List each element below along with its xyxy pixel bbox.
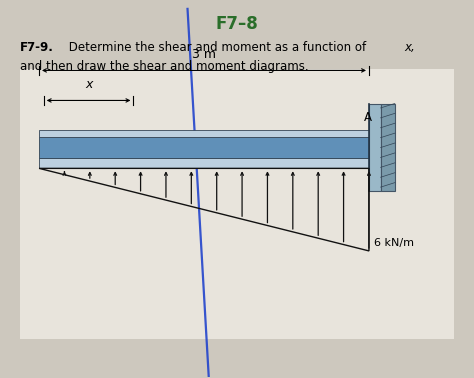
Text: Determine the shear and moment as a function of: Determine the shear and moment as a func… [65, 41, 370, 54]
Text: F7–8: F7–8 [216, 14, 258, 33]
FancyBboxPatch shape [20, 69, 454, 339]
Text: 3 m: 3 m [192, 48, 216, 61]
Text: A: A [364, 111, 372, 124]
Bar [39, 158, 369, 168]
Bar [369, 104, 381, 191]
Text: and then draw the shear and moment diagrams.: and then draw the shear and moment diagr… [20, 60, 309, 73]
Bar [381, 104, 395, 191]
Text: F7-9.: F7-9. [20, 41, 54, 54]
Bar [39, 137, 369, 158]
Text: x: x [85, 78, 92, 91]
Text: 6 kN/m: 6 kN/m [374, 239, 414, 248]
Text: x,: x, [404, 41, 415, 54]
Bar [39, 130, 369, 137]
